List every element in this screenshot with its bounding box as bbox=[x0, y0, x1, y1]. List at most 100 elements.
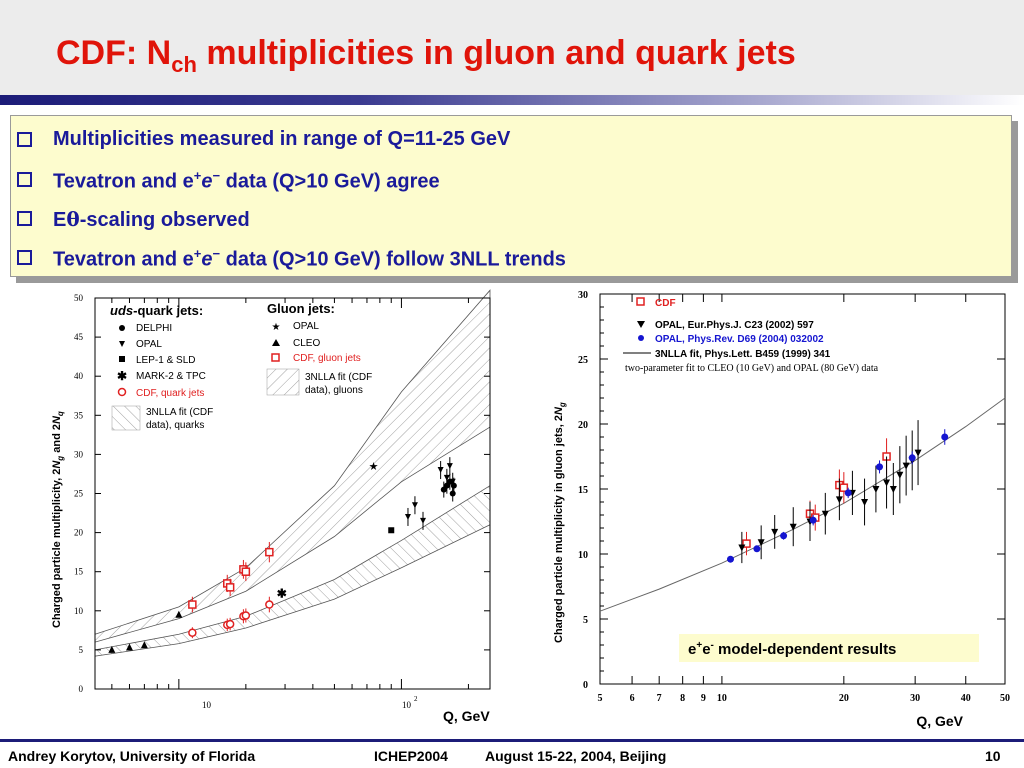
left-y-axis-label: Charged particle multiplicity, 2Ng and 2… bbox=[51, 411, 65, 628]
y-tick-label: 5 bbox=[583, 615, 588, 626]
legend-band-label: data), gluons bbox=[305, 385, 363, 396]
y-tick-label: 15 bbox=[578, 485, 588, 496]
cdf-quark-point bbox=[265, 600, 274, 609]
opal-epj-point bbox=[902, 462, 910, 470]
legend-entry: OPAL bbox=[293, 321, 319, 332]
cdf-quark-point bbox=[225, 619, 235, 629]
left-x-axis-label: Q, GeV bbox=[443, 708, 490, 724]
bullet-1-text: Multiplicities measured in range of Q=11… bbox=[53, 128, 511, 150]
opal-epj-point bbox=[889, 486, 897, 493]
left-chart: 0 5 10 15 20 25 30 35 40 45 50 10 10 2 Q, GeV Char… bbox=[40, 288, 495, 738]
opal-prd-point bbox=[726, 555, 734, 563]
quark-fit-band bbox=[94, 484, 491, 657]
lep-sld-point bbox=[388, 527, 395, 534]
legend-opal-epj-marker bbox=[637, 321, 645, 328]
delphi-point bbox=[450, 482, 457, 489]
title-gradient-bar bbox=[0, 95, 1024, 105]
x-tick-label: 10 bbox=[402, 700, 412, 710]
page-title: CDF: Nch multiplicities in gluon and qua… bbox=[56, 34, 796, 78]
legend-gluon-band-swatch bbox=[266, 368, 300, 396]
annotation-text: e+e- model-dependent results bbox=[688, 640, 896, 658]
x-tick-label: 8 bbox=[680, 693, 685, 704]
title-subscript: ch bbox=[171, 51, 197, 77]
opal-epj-point bbox=[789, 523, 797, 531]
y-tick-label: 40 bbox=[74, 371, 84, 381]
title-rest: multiplicities in gluon and quark jets bbox=[196, 34, 796, 72]
delphi-point bbox=[449, 490, 456, 497]
cdf-gluon-point bbox=[188, 600, 197, 609]
opal-prd-point bbox=[908, 454, 916, 462]
legend-quark-band-swatch bbox=[111, 405, 141, 431]
legend-entry: LEP-1 & SLD bbox=[136, 355, 195, 366]
footer-page-number: 10 bbox=[985, 748, 1001, 764]
bullet-box-icon bbox=[17, 211, 32, 226]
opal-epj-point bbox=[883, 479, 891, 487]
bullet-2-sup: − bbox=[212, 168, 221, 183]
title-area bbox=[0, 0, 1024, 96]
y-tick-label: 20 bbox=[578, 420, 588, 431]
title-main: CDF: N bbox=[56, 34, 172, 72]
bullet-3-text: E bbox=[53, 209, 67, 231]
opal-gluon-point: ★ bbox=[369, 461, 379, 473]
legend-band-label: data), quarks bbox=[146, 420, 204, 431]
bullet-4-text-end: data (Q>10 GeV) follow 3NLL trends bbox=[220, 248, 566, 271]
y-tick-label: 20 bbox=[74, 528, 84, 538]
y-tick-label: 0 bbox=[79, 684, 84, 694]
fit-curve bbox=[599, 397, 1006, 612]
y-tick-label: 5 bbox=[79, 645, 84, 655]
bullet-3-text-end: -scaling observed bbox=[79, 209, 250, 231]
opal-epj-point bbox=[757, 539, 765, 547]
right-chart: 0 5 10 15 20 25 30 5 6 7 8 9 10 20 30 40 50 Q, GeV Char… bbox=[545, 286, 1015, 736]
y-tick-label: 10 bbox=[578, 550, 588, 561]
footer-conference: ICHEP2004 bbox=[374, 748, 448, 764]
y-tick-label: 25 bbox=[578, 355, 588, 366]
fit-note: two-parameter fit to CLEO (10 GeV) and O… bbox=[625, 363, 879, 374]
opal-prd-point bbox=[780, 532, 788, 540]
opal-epj-point bbox=[821, 510, 829, 518]
x-tick-label: 7 bbox=[657, 693, 662, 704]
footer-bar bbox=[0, 739, 1024, 742]
opal-point bbox=[443, 474, 450, 481]
legend-entry: OPAL bbox=[136, 339, 162, 350]
opal-prd-point bbox=[876, 463, 884, 471]
bullet-1: Multiplicities measured in range of Q=11… bbox=[17, 128, 511, 151]
bullet-4: Tevatron and e+e− data (Q>10 GeV) follow… bbox=[17, 246, 566, 272]
y-tick-label: 15 bbox=[74, 567, 84, 577]
opal-epj-point bbox=[771, 528, 779, 536]
cleo-point bbox=[140, 641, 148, 649]
y-tick-label: 0 bbox=[583, 680, 588, 691]
bullet-2: Tevatron and e+e− data (Q>10 GeV) agree bbox=[17, 168, 440, 194]
x-tick-label: 50 bbox=[1000, 693, 1010, 704]
legend-band-label: 3NLLA fit (CDF bbox=[146, 407, 213, 418]
bullet-2-e: e bbox=[201, 170, 213, 193]
legend-lep-marker bbox=[119, 356, 125, 362]
bullet-2-text-end: data (Q>10 GeV) agree bbox=[220, 170, 440, 193]
bullet-2-text: Tevatron and e bbox=[53, 170, 194, 193]
mark2-tpc-point: ✱ bbox=[277, 587, 287, 601]
opal-epj-point bbox=[872, 486, 880, 493]
opal-epj-point bbox=[896, 471, 904, 479]
opal-point bbox=[449, 478, 456, 485]
cdf-gluon-point bbox=[241, 567, 251, 576]
legend-cdf-quark-marker bbox=[117, 387, 127, 397]
legend-entry: CDF, gluon jets bbox=[293, 353, 361, 364]
legend-entry: CLEO bbox=[293, 338, 320, 349]
legend-entry: DELPHI bbox=[136, 323, 172, 334]
cdf-point bbox=[742, 539, 751, 548]
legend-gluon-heading: Gluon jets: bbox=[267, 301, 335, 316]
x-tick-label: 9 bbox=[701, 693, 706, 704]
legend-opal-prd-marker bbox=[638, 335, 644, 341]
legend-entry: OPAL, Eur.Phys.J. C23 (2002) 597 bbox=[655, 320, 814, 331]
x-tick-label: 5 bbox=[598, 693, 603, 704]
right-x-axis-label: Q, GeV bbox=[916, 713, 963, 729]
opal-epj-point bbox=[914, 449, 922, 457]
cdf-gluon-point bbox=[225, 583, 235, 592]
legend-opal-gluon-marker: ★ bbox=[272, 322, 281, 333]
cleo-point bbox=[108, 645, 116, 653]
legend-entry: CDF bbox=[655, 298, 676, 309]
opal-prd-point bbox=[941, 433, 949, 441]
opal-epj-point bbox=[835, 496, 843, 504]
y-tick-label: 35 bbox=[74, 410, 84, 420]
y-tick-label: 10 bbox=[74, 606, 84, 616]
